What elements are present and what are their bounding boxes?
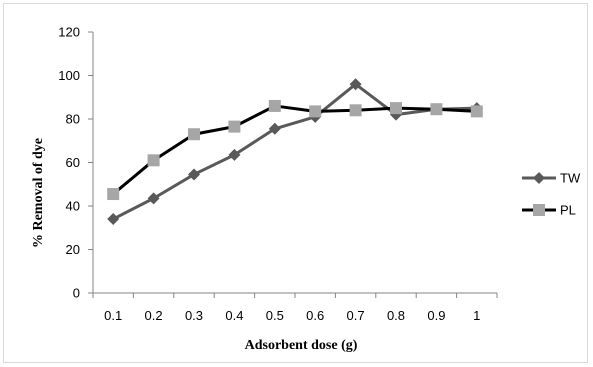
data-point-pl [107, 188, 120, 201]
legend-label-tw: TW [560, 171, 581, 186]
x-tick-label: 0.7 [347, 308, 365, 323]
chart-frame [3, 3, 588, 363]
x-axis: 0.1 0.2 0.3 0.4 0.5 0.6 0.7 0.8 0.9 1 [92, 292, 498, 323]
y-axis-title: % Removal of dye [31, 138, 46, 248]
data-point-pl [349, 104, 362, 117]
series-pl [107, 99, 483, 201]
x-tick-label: 0.1 [104, 308, 122, 323]
x-tick-label: 0.8 [387, 308, 405, 323]
x-tick-label: 0.5 [266, 308, 284, 323]
data-point-tw [147, 192, 160, 205]
series-line-tw [112, 82, 477, 221]
x-tick-label: 0.2 [145, 308, 163, 323]
x-tick-label: 0.3 [185, 308, 203, 323]
data-point-tw [107, 213, 120, 226]
data-point-pl [228, 120, 241, 133]
data-point-pl [188, 128, 200, 141]
data-point-pl [390, 102, 402, 115]
data-point-tw [228, 148, 241, 161]
data-point-tw [268, 122, 281, 135]
series-line-pl [112, 104, 477, 196]
y-tick-label: 80 [66, 112, 80, 127]
legend-item-pl: PL [522, 203, 576, 218]
x-tick-label: 0.6 [306, 308, 324, 323]
legend: TW PL [522, 171, 581, 218]
data-point-tw [188, 168, 200, 181]
data-point-pl [268, 99, 281, 112]
legend-marker-tw [533, 172, 545, 184]
y-tick-label: 20 [66, 242, 80, 257]
y-tick-label: 60 [66, 155, 80, 170]
series-layer [107, 78, 483, 226]
legend-item-tw: TW [522, 171, 581, 186]
legend-marker-pl [533, 204, 545, 216]
data-point-pl [147, 154, 160, 167]
data-point-tw [349, 78, 362, 91]
data-point-pl [430, 103, 443, 116]
x-axis-title: Adsorbent dose (g) [245, 338, 358, 353]
y-tick-label: 120 [58, 25, 80, 40]
legend-label-pl: PL [560, 203, 576, 218]
y-axis: 0 20 40 60 80 100 120 [58, 25, 94, 301]
data-point-pl [309, 105, 322, 118]
x-tick-label: 1 [473, 308, 480, 323]
data-point-pl [470, 105, 483, 118]
y-tick-label: 0 [73, 286, 80, 301]
x-tick-label: 0.9 [427, 308, 445, 323]
series-tw [107, 78, 483, 226]
x-tick-label: 0.4 [225, 308, 243, 323]
y-tick-label: 40 [66, 199, 80, 214]
y-tick-label: 100 [58, 68, 80, 83]
